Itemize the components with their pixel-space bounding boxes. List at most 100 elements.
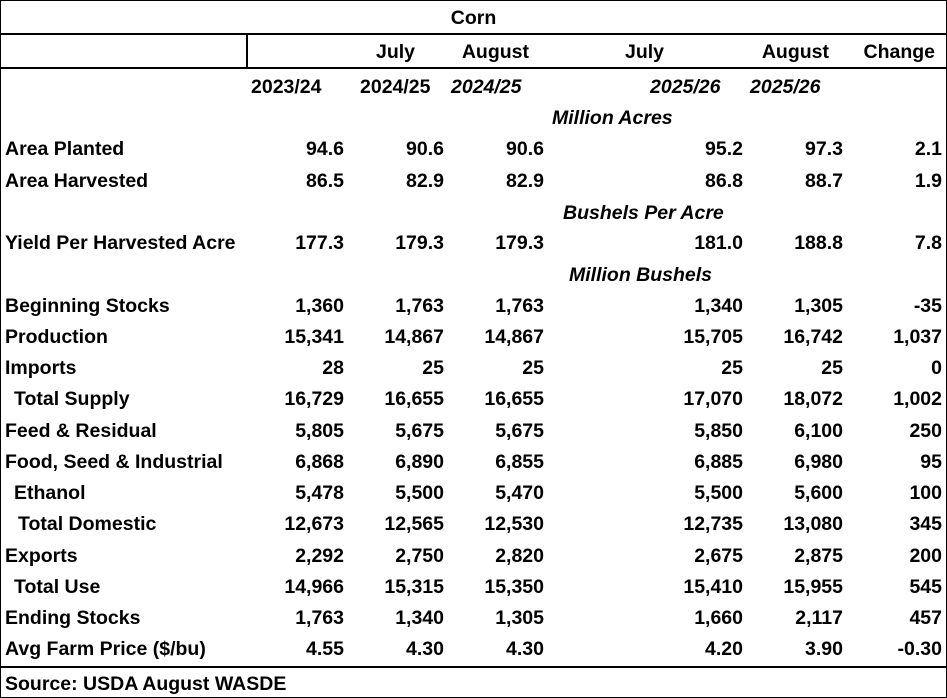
footer-rule — [1, 666, 946, 668]
value-cell: 16,742 — [783, 326, 843, 348]
row-label: Yield Per Harvested Acre — [5, 232, 236, 254]
header-year-col5: 2025/26 — [750, 76, 821, 98]
row-label: Area Planted — [5, 138, 125, 160]
header-divider — [246, 34, 248, 68]
header-rule — [1, 67, 946, 69]
value-cell: 6,100 — [794, 420, 843, 442]
value-cell: 179.3 — [395, 232, 444, 254]
value-cell: 181.0 — [694, 232, 743, 254]
value-cell: 25 — [422, 357, 444, 379]
change-cell: 1.9 — [914, 170, 942, 192]
value-cell: 5,805 — [295, 420, 344, 442]
value-cell: 82.9 — [506, 170, 544, 192]
source-note: Source: USDA August WASDE — [5, 673, 287, 695]
value-cell: 6,980 — [794, 451, 843, 473]
row-label: Total Use — [14, 576, 101, 598]
value-cell: 88.7 — [805, 170, 843, 192]
value-cell: 90.6 — [506, 138, 544, 160]
row-label: Avg Farm Price ($/bu) — [5, 638, 206, 660]
row-label: Imports — [5, 357, 77, 379]
header-col5-period: August — [761, 41, 829, 63]
value-cell: 6,890 — [395, 451, 444, 473]
value-cell: 5,500 — [694, 482, 743, 504]
row-label: Beginning Stocks — [5, 295, 170, 317]
value-cell: 14,966 — [284, 576, 344, 598]
change-cell: 200 — [909, 545, 942, 567]
value-cell: 1,360 — [295, 295, 344, 317]
value-cell: 14,867 — [384, 326, 444, 348]
value-cell: 14,867 — [484, 326, 544, 348]
value-cell: 5,675 — [395, 420, 444, 442]
change-cell: 95 — [920, 451, 942, 473]
value-cell: 82.9 — [406, 170, 444, 192]
value-cell: 15,410 — [683, 576, 743, 598]
header-change: Change — [863, 41, 935, 63]
change-cell: 457 — [909, 607, 942, 629]
row-label: Total Supply — [14, 388, 130, 410]
value-cell: 16,729 — [284, 388, 344, 410]
value-cell: 2,292 — [295, 545, 344, 567]
value-cell: 5,478 — [295, 482, 344, 504]
value-cell: 12,735 — [683, 513, 743, 535]
value-cell: 1,305 — [495, 607, 544, 629]
value-cell: 16,655 — [384, 388, 444, 410]
value-cell: 3.90 — [805, 638, 843, 660]
units-acres: Million Acres — [552, 107, 673, 129]
value-cell: 6,885 — [694, 451, 743, 473]
row-label: Food, Seed & Industrial — [5, 451, 223, 473]
value-cell: 1,763 — [295, 607, 344, 629]
table-title: Corn — [450, 7, 497, 29]
value-cell: 17,070 — [683, 388, 743, 410]
value-cell: 15,955 — [783, 576, 843, 598]
value-cell: 2,875 — [794, 545, 843, 567]
header-col3-period: August — [461, 41, 529, 63]
value-cell: 13,080 — [783, 513, 843, 535]
value-cell: 25 — [821, 357, 843, 379]
value-cell: 97.3 — [805, 138, 843, 160]
value-cell: 2,750 — [395, 545, 444, 567]
change-cell: 345 — [909, 513, 942, 535]
value-cell: 5,500 — [395, 482, 444, 504]
value-cell: 2,820 — [495, 545, 544, 567]
header-year-col1: 2023/24 — [251, 76, 322, 98]
row-label: Production — [5, 326, 108, 348]
row-label: Ending Stocks — [5, 607, 141, 629]
change-cell: 1,002 — [893, 388, 942, 410]
value-cell: 25 — [522, 357, 544, 379]
change-cell: 100 — [909, 482, 942, 504]
value-cell: 2,675 — [694, 545, 743, 567]
value-cell: 4.55 — [306, 638, 344, 660]
value-cell: 1,763 — [395, 295, 444, 317]
value-cell: 86.5 — [306, 170, 344, 192]
value-cell: 15,705 — [683, 326, 743, 348]
units-yield: Bushels Per Acre — [563, 202, 724, 224]
value-cell: 1,305 — [794, 295, 843, 317]
change-cell: 1,037 — [893, 326, 942, 348]
row-label: Feed & Residual — [5, 420, 157, 442]
value-cell: 25 — [721, 357, 743, 379]
value-cell: 179.3 — [495, 232, 544, 254]
value-cell: 12,673 — [284, 513, 344, 535]
units-bushels: Million Bushels — [569, 264, 713, 286]
row-label: Exports — [5, 545, 78, 567]
change-cell: 0 — [931, 357, 942, 379]
value-cell: 6,868 — [295, 451, 344, 473]
value-cell: 12,565 — [384, 513, 444, 535]
value-cell: 2,117 — [795, 607, 843, 629]
value-cell: 94.6 — [306, 138, 344, 160]
header-col4-period: July — [624, 41, 664, 63]
change-cell: -35 — [913, 295, 942, 317]
value-cell: 1,763 — [495, 295, 544, 317]
header-year-col4: 2025/26 — [650, 76, 721, 98]
value-cell: 177.3 — [295, 232, 344, 254]
row-label: Area Harvested — [5, 170, 149, 192]
value-cell: 5,850 — [694, 420, 743, 442]
value-cell: 1,340 — [395, 607, 444, 629]
change-cell: 545 — [909, 576, 942, 598]
value-cell: 18,072 — [783, 388, 843, 410]
value-cell: 15,341 — [284, 326, 344, 348]
value-cell: 1,340 — [694, 295, 743, 317]
value-cell: 15,315 — [384, 576, 444, 598]
value-cell: 86.8 — [705, 170, 743, 192]
